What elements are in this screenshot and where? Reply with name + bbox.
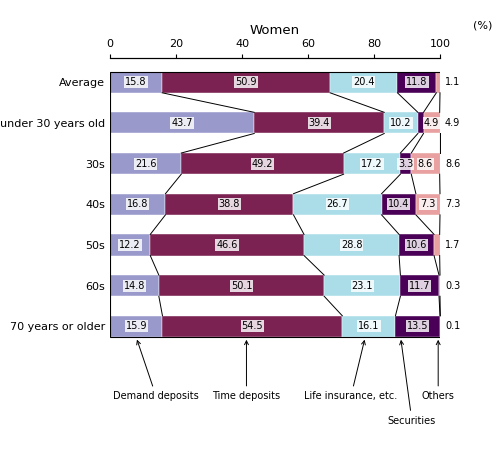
Text: 49.2: 49.2 xyxy=(252,158,273,169)
Bar xyxy=(110,153,182,174)
X-axis label: Women: Women xyxy=(250,24,300,37)
Text: 10.4: 10.4 xyxy=(388,199,409,209)
Text: Time deposits: Time deposits xyxy=(212,341,280,401)
Bar xyxy=(400,153,411,174)
Text: 7.3: 7.3 xyxy=(420,199,436,209)
Bar xyxy=(330,72,398,93)
Text: 14.8: 14.8 xyxy=(124,281,145,291)
Bar xyxy=(294,194,382,215)
Text: (%): (%) xyxy=(473,20,492,30)
Text: 8.6: 8.6 xyxy=(445,158,460,169)
Text: Others: Others xyxy=(422,341,454,401)
Text: 0.1: 0.1 xyxy=(445,321,460,331)
Bar xyxy=(110,316,162,337)
Text: 21.6: 21.6 xyxy=(135,158,156,169)
Text: 7.3: 7.3 xyxy=(445,199,460,209)
Text: 50.1: 50.1 xyxy=(231,281,252,291)
Text: 16.1: 16.1 xyxy=(358,321,380,331)
Text: 46.6: 46.6 xyxy=(216,240,238,250)
Bar xyxy=(342,316,396,337)
Text: 28.8: 28.8 xyxy=(341,240,362,250)
Text: 39.4: 39.4 xyxy=(308,118,330,128)
Bar xyxy=(424,112,440,133)
Bar xyxy=(398,72,436,93)
Bar xyxy=(436,72,440,93)
Text: Life insurance, etc.: Life insurance, etc. xyxy=(304,341,398,401)
Bar xyxy=(439,275,440,296)
Text: 12.2: 12.2 xyxy=(120,240,141,250)
Bar xyxy=(412,153,440,174)
Bar xyxy=(162,72,330,93)
Bar xyxy=(159,275,324,296)
Text: 4.9: 4.9 xyxy=(445,118,460,128)
Bar xyxy=(182,153,344,174)
Text: 11.7: 11.7 xyxy=(409,281,430,291)
Text: 15.8: 15.8 xyxy=(126,77,147,87)
Text: 20.4: 20.4 xyxy=(353,77,374,87)
Bar xyxy=(110,112,254,133)
Text: 54.5: 54.5 xyxy=(242,321,263,331)
Bar xyxy=(254,112,384,133)
Text: 26.7: 26.7 xyxy=(326,199,348,209)
Bar xyxy=(382,194,416,215)
Bar xyxy=(434,234,440,255)
Bar xyxy=(324,275,400,296)
Text: Demand deposits: Demand deposits xyxy=(114,341,199,401)
Bar xyxy=(162,316,342,337)
Bar xyxy=(396,316,440,337)
Bar xyxy=(110,72,162,93)
Text: Securities: Securities xyxy=(388,341,436,426)
Text: 4.9: 4.9 xyxy=(424,118,439,128)
Text: 0.3: 0.3 xyxy=(445,281,460,291)
Text: 1.1: 1.1 xyxy=(445,77,460,87)
Text: 11.8: 11.8 xyxy=(406,77,427,87)
Text: 16.8: 16.8 xyxy=(127,199,148,209)
Bar xyxy=(110,194,166,215)
Text: 17.2: 17.2 xyxy=(361,158,383,169)
Text: 13.5: 13.5 xyxy=(407,321,428,331)
Text: 8.6: 8.6 xyxy=(418,158,433,169)
Bar xyxy=(110,275,159,296)
Text: 15.9: 15.9 xyxy=(126,321,147,331)
Bar xyxy=(400,275,439,296)
Bar xyxy=(418,112,424,133)
Bar xyxy=(110,234,150,255)
Text: 38.8: 38.8 xyxy=(219,199,240,209)
Bar xyxy=(150,234,304,255)
Text: 43.7: 43.7 xyxy=(172,118,193,128)
Bar xyxy=(304,234,399,255)
Text: 10.6: 10.6 xyxy=(406,240,427,250)
Text: 23.1: 23.1 xyxy=(352,281,373,291)
Bar xyxy=(344,153,400,174)
Text: 1.7: 1.7 xyxy=(445,240,460,250)
Bar xyxy=(399,234,434,255)
Bar xyxy=(416,194,440,215)
Text: 3.3: 3.3 xyxy=(398,158,413,169)
Bar xyxy=(384,112,418,133)
Bar xyxy=(166,194,294,215)
Text: 50.9: 50.9 xyxy=(236,77,257,87)
Text: 10.2: 10.2 xyxy=(390,118,412,128)
